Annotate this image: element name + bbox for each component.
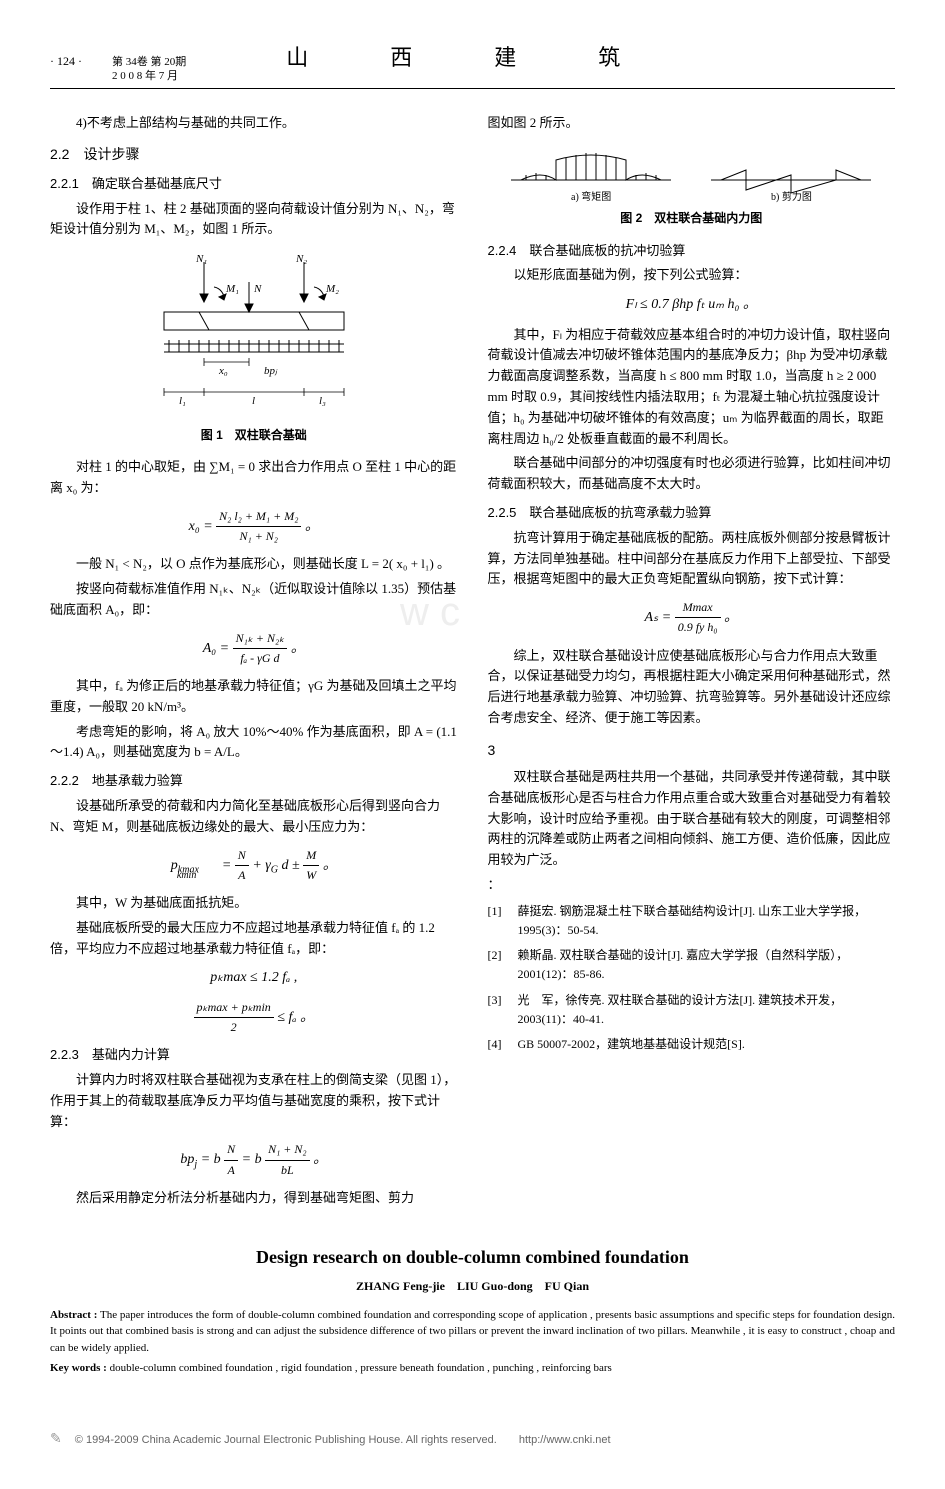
para-221a: 设作用于柱 1、柱 2 基础顶面的竖向荷载设计值分别为 N₁、N₂，弯矩设计值分… bbox=[50, 199, 458, 241]
vol-issue: 第 34卷 第 20期 2 0 0 8 年 7 月 bbox=[112, 55, 186, 84]
reference-item: [3]光 军，徐传亮. 双柱联合基础的设计方法[J]. 建筑技术开发，2003(… bbox=[488, 991, 896, 1029]
figure-1-svg: N₁ N₂ M₁ M₂ N x₀ bpⱼ l₁ l l₃ bbox=[124, 252, 384, 422]
figure-1-caption: 图 1 双柱联合基础 bbox=[50, 426, 458, 445]
para-221d: 按竖向荷载标准值作用 N₁ₖ、N₂ₖ（近似取设计值除以 1.35）预估基础底面积… bbox=[50, 579, 458, 621]
section-2-2-4: 2.2.4 联合基础底板的抗冲切验算 bbox=[488, 241, 896, 262]
formula-a0: A₀ = N₁ₖ + N₂ₖfₐ - γG d 。 bbox=[50, 629, 458, 668]
formula-4b-den: 2 bbox=[194, 1018, 274, 1037]
fig2-label-b: b) 剪力图 bbox=[771, 190, 812, 203]
formula-4b-rhs: ≤ fₐ 。 bbox=[277, 1010, 314, 1025]
reference-number: [1] bbox=[488, 902, 518, 940]
section-3: 3 bbox=[488, 739, 896, 761]
reference-text: 赖斯晶. 双柱联合基础的设计[J]. 嘉应大学学报（自然科学版），2001(12… bbox=[518, 946, 896, 984]
reference-text: GB 50007-2002，建筑地基基础设计规范[S]. bbox=[518, 1035, 896, 1054]
english-keywords: Key words : double-column combined found… bbox=[50, 1360, 895, 1377]
para-222b: 其中，W 为基础底面抵抗矩。 bbox=[50, 893, 458, 914]
formula-as-den: 0.9 fy h₀ bbox=[675, 618, 721, 637]
references-list: [1]薛挺宏. 钢筋混凝土柱下联合基础结构设计[J]. 山东工业大学学报，199… bbox=[488, 902, 896, 1054]
page-footer: ✎ © 1994-2009 China Academic Journal Ele… bbox=[50, 1417, 895, 1450]
english-section: Design research on double-column combine… bbox=[50, 1243, 895, 1377]
fig1-x0-label: x₀ bbox=[218, 365, 228, 377]
reference-number: [3] bbox=[488, 991, 518, 1029]
reference-number: [4] bbox=[488, 1035, 518, 1054]
reference-item: [2]赖斯晶. 双柱联合基础的设计[J]. 嘉应大学学报（自然科学版），2001… bbox=[488, 946, 896, 984]
fig1-m1-label: M₁ bbox=[225, 283, 239, 295]
para-223a: 计算内力时将双柱联合基础视为支承在柱上的倒简支梁（见图 1），作用于其上的荷载取… bbox=[50, 1070, 458, 1132]
formula-4b-num: pₖmax + pₖmin bbox=[194, 998, 274, 1018]
formula-x0-num: N₂ l₂ + M₁ + M₂ bbox=[216, 507, 301, 527]
two-column-layout: 4)不考虑上部结构与基础的共同工作。 2.2 设计步骤 2.2.1 确定联合基础… bbox=[50, 109, 895, 1213]
keywords-text: double-column combined foundation , rigi… bbox=[107, 1362, 612, 1374]
reference-text: 光 军，徐传亮. 双柱联合基础的设计方法[J]. 建筑技术开发，2003(11)… bbox=[518, 991, 896, 1029]
para-222a: 设基础所承受的荷载和内力简化至基础底板形心后得到竖向合力 N、弯矩 M，则基础底… bbox=[50, 796, 458, 838]
figure-2-svg: a) 弯矩图 b) 剪力图 bbox=[501, 145, 881, 205]
abstract-label: Abstract : bbox=[50, 1309, 97, 1321]
formula-x0: x₀ = N₂ l₂ + M₁ + M₂N₁ + N₂ 。 bbox=[50, 507, 458, 546]
para-223b: 然后采用静定分析法分析基础内力，得到基础弯矩图、剪力 bbox=[50, 1188, 458, 1209]
figure-2-caption: 图 2 双柱联合基础内力图 bbox=[488, 209, 896, 228]
references-heading: ： bbox=[488, 875, 896, 896]
abstract-text: The paper introduces the form of double-… bbox=[50, 1309, 895, 1354]
formula-a0-lhs: A₀ = bbox=[203, 641, 229, 656]
section-2-2-3: 2.2.3 基础内力计算 bbox=[50, 1045, 458, 1066]
para-cont: 图如图 2 所示。 bbox=[488, 113, 896, 134]
para-221b: 对柱 1 的中心取矩，由 ∑M₁ = 0 求出合力作用点 O 至柱 1 中心的距… bbox=[50, 457, 458, 499]
fig1-m2-label: M₂ bbox=[325, 283, 339, 295]
para-224b: 其中，Fₗ 为相应于荷载效应基本组合时的冲切力设计值，取柱竖向荷载设计值减去冲切… bbox=[488, 325, 896, 450]
para-224c: 联合基础中间部分的冲切强度有时也必须进行验算，比如柱间冲切荷载面积较大，而基础高… bbox=[488, 453, 896, 495]
para-221f: 考虑弯矩的影响，将 A₀ 放大 10%～40% 作为基底面积，即 A = (1.… bbox=[50, 722, 458, 764]
formula-as-lhs: Aₛ = bbox=[644, 610, 671, 625]
formula-a0-num: N₁ₖ + N₂ₖ bbox=[233, 629, 288, 649]
fig2-label-a: a) 弯矩图 bbox=[571, 190, 611, 203]
section-2-2-5: 2.2.5 联合基础底板的抗弯承载力验算 bbox=[488, 503, 896, 524]
formula-fl: Fₗ ≤ 0.7 βhp fₜ uₘ h₀ 。 bbox=[488, 294, 896, 316]
section-2-2: 2.2 设计步骤 bbox=[50, 143, 458, 165]
footer-icon: ✎ bbox=[50, 1430, 62, 1446]
fig1-bpj-label: bpⱼ bbox=[264, 365, 278, 377]
formula-x0-lhs: x₀ = bbox=[189, 519, 213, 534]
formula-bpj: bpj = b NA = b N₁ + N₂bL 。 bbox=[50, 1140, 458, 1179]
formula-4a: pₖmax ≤ 1.2 fₐ , bbox=[50, 967, 458, 989]
copyright-text: © 1994-2009 China Academic Journal Elect… bbox=[75, 1434, 611, 1446]
volume-text: 第 34卷 第 20期 bbox=[112, 56, 186, 68]
para-225b: 综上，双柱联合基础设计应使基础底板形心与合力作用点大致重合，以保证基础受力均匀，… bbox=[488, 646, 896, 729]
fig1-n1-label: N₁ bbox=[195, 253, 207, 265]
reference-text: 薛挺宏. 钢筋混凝土柱下联合基础结构设计[J]. 山东工业大学学报，1995(3… bbox=[518, 902, 896, 940]
figure-1: N₁ N₂ M₁ M₂ N x₀ bpⱼ l₁ l l₃ 图 1 双柱联合基础 bbox=[50, 252, 458, 445]
fig1-l1-label: l₁ bbox=[179, 395, 186, 407]
figure-2: a) 弯矩图 b) 剪力图 图 2 双柱联合基础内力图 bbox=[488, 145, 896, 228]
para-221e: 其中，fₐ 为修正后的地基承载力特征值；γG 为基础及回填土之平均重度，一般取 … bbox=[50, 676, 458, 718]
english-authors: ZHANG Feng-jie LIU Guo-dong FU Qian bbox=[50, 1277, 895, 1296]
para-222c: 基础底板所受的最大压应力不应超过地基承载力特征值 fₐ 的 1.2 倍，平均应力… bbox=[50, 918, 458, 960]
journal-title: 山 西 建 筑 bbox=[286, 40, 650, 75]
item-4: 4)不考虑上部结构与基础的共同工作。 bbox=[50, 113, 458, 134]
formula-pk: pkmaxkmin = NA + γG d ± MW 。 bbox=[50, 846, 458, 885]
english-title: Design research on double-column combine… bbox=[50, 1243, 895, 1272]
reference-number: [2] bbox=[488, 946, 518, 984]
date-text: 2 0 0 8 年 7 月 bbox=[112, 70, 178, 82]
para-3: 双柱联合基础是两柱共用一个基础，共同承受并传递荷载，其中联合基础底板形心是否与柱… bbox=[488, 767, 896, 871]
formula-x0-den: N₁ + N₂ bbox=[216, 527, 301, 546]
section-2-2-2: 2.2.2 地基承载力验算 bbox=[50, 771, 458, 792]
reference-item: [4]GB 50007-2002，建筑地基基础设计规范[S]. bbox=[488, 1035, 896, 1054]
formula-a0-den: fₐ - γG d bbox=[233, 649, 288, 668]
para-221c: 一般 N₁ < N₂，以 O 点作为基底形心，则基础长度 L = 2( x₀ +… bbox=[50, 554, 458, 575]
keywords-label: Key words : bbox=[50, 1362, 107, 1374]
page-number: · 124 · bbox=[50, 52, 82, 71]
para-225a: 抗弯计算用于确定基础底板的配筋。两柱底板外侧部分按悬臂板计算，方法同单独基础。柱… bbox=[488, 528, 896, 590]
fig1-l-label: l bbox=[252, 395, 255, 407]
para-224a: 以矩形底面基础为例，按下列公式验算： bbox=[488, 265, 896, 286]
formula-4b: pₖmax + pₖmin2 ≤ fₐ 。 bbox=[50, 998, 458, 1037]
right-column: 图如图 2 所示。 a) bbox=[488, 109, 896, 1213]
english-abstract: Abstract : The paper introduces the form… bbox=[50, 1307, 895, 1357]
formula-as-num: Mmax bbox=[675, 598, 721, 618]
formula-as: Aₛ = Mmax0.9 fy h₀ 。 bbox=[488, 598, 896, 637]
page-header: · 124 · 第 34卷 第 20期 2 0 0 8 年 7 月 山 西 建 … bbox=[50, 40, 895, 89]
reference-item: [1]薛挺宏. 钢筋混凝土柱下联合基础结构设计[J]. 山东工业大学学报，199… bbox=[488, 902, 896, 940]
fig1-n-label: N bbox=[253, 283, 262, 295]
fig1-n2-label: N₂ bbox=[295, 253, 307, 265]
left-column: 4)不考虑上部结构与基础的共同工作。 2.2 设计步骤 2.2.1 确定联合基础… bbox=[50, 109, 458, 1213]
fig1-l3-label: l₃ bbox=[319, 395, 326, 407]
section-2-2-1: 2.2.1 确定联合基础基底尺寸 bbox=[50, 174, 458, 195]
